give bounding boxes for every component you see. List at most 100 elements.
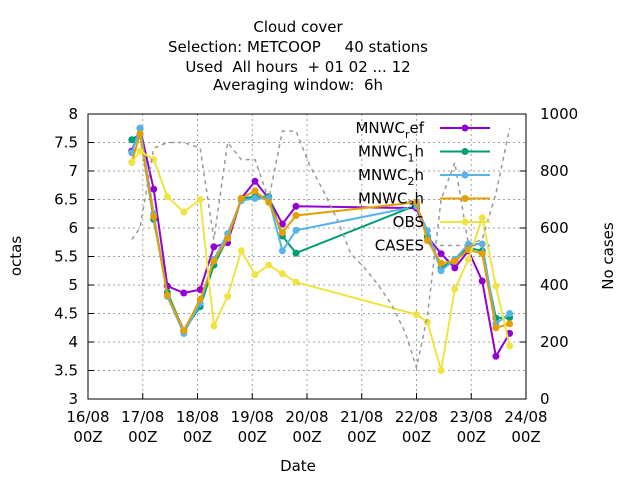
x-tick-label-hour: 00Z: [402, 428, 431, 446]
y-tick-label: 3: [68, 390, 78, 408]
x-tick-label-hour: 00Z: [511, 428, 540, 446]
axes: 3 3.5 4 4.5 5 5.5 6 6.5 7 7.5 8 0 200 400 600 800 1000 16…: [54, 105, 578, 446]
data-point-obs: [278, 270, 286, 278]
data-point-mnwc-2h: [136, 124, 144, 132]
title-line-3: Used All hours + 01 02 ... 12: [185, 58, 410, 76]
data-point-mnwc-ref: [292, 202, 300, 210]
y-tick-label: 5.5: [54, 248, 78, 266]
data-point-obs: [180, 208, 188, 216]
data-point-obs: [478, 214, 486, 222]
legend-marker-mnwc-2h: [461, 171, 469, 179]
data-point-mnwc-ref: [210, 243, 218, 251]
data-point-mnwc-ref: [278, 220, 286, 228]
legend-marker-mnwc-1h: [461, 148, 469, 155]
data-point-mnwc-2h: [292, 226, 300, 234]
data-point-mnwc-2h: [437, 267, 445, 275]
legend-marker-mnwc-3h: [461, 195, 469, 202]
x-tick-label-date: 18/08: [176, 408, 219, 426]
legend-marker-obs: [461, 218, 469, 226]
data-point-mnwc-2h: [478, 240, 486, 248]
data-point-obs: [465, 255, 472, 263]
x-tick-label-hour: 00Z: [238, 428, 267, 446]
legend-label-mnwc-1h: MNWC1h: [358, 143, 424, 165]
legend-label-cases: CASES: [375, 237, 424, 255]
y2-tick-label: 800: [540, 162, 569, 180]
x-axis-title: Date: [280, 457, 316, 475]
legend-marker-mnwc-ref: [461, 124, 469, 132]
data-point-obs: [413, 311, 420, 319]
data-point-obs: [224, 292, 232, 300]
x-tick-label-date: 20/08: [285, 408, 328, 426]
x-tick-label-date: 16/08: [66, 408, 109, 426]
data-point-mnwc-3h: [210, 257, 218, 265]
data-point-mnwc-3h: [196, 295, 204, 303]
x-tick-label-date: 21/08: [340, 408, 383, 426]
data-point-mnwc-2h: [251, 194, 259, 202]
data-point-obs: [196, 196, 204, 203]
data-point-mnwc-3h: [136, 130, 144, 138]
y-axis-title: octas: [7, 236, 25, 276]
data-point-mnwc-2h: [278, 247, 286, 255]
data-point-mnwc-1h: [128, 136, 136, 144]
series-layer: [128, 124, 514, 374]
y2-axis-title: No cases: [599, 222, 617, 290]
data-point-mnwc-3h: [437, 259, 445, 267]
data-point-obs: [210, 322, 218, 330]
data-point-obs: [437, 367, 445, 374]
data-point-obs: [451, 285, 459, 293]
data-point-mnwc-ref: [451, 264, 459, 272]
data-point-obs: [492, 282, 500, 290]
y-tick-label: 4.5: [54, 305, 78, 323]
data-point-mnwc-ref: [251, 177, 259, 185]
y2-tick-label: 1000: [540, 105, 578, 123]
x-tick-label-date: 24/08: [504, 408, 547, 426]
data-point-mnwc-3h: [278, 229, 286, 237]
y-tick-label: 7.5: [54, 134, 78, 152]
y-tick-label: 7: [68, 162, 78, 180]
data-point-obs: [506, 342, 514, 350]
data-point-obs: [163, 193, 171, 201]
title-line-1: Cloud cover: [253, 18, 343, 36]
data-point-obs: [237, 247, 245, 255]
y-tick-label: 8: [68, 105, 78, 123]
title-line-2: Selection: METCOOP 40 stations: [168, 38, 428, 56]
legend-label-mnwc-ref: MNWCref: [355, 119, 424, 141]
series-line-cases: [131, 128, 511, 371]
data-point-mnwc-1h: [292, 249, 300, 257]
data-point-mnwc-3h: [163, 291, 171, 299]
x-tick-label-date: 17/08: [121, 408, 164, 426]
x-tick-label-hour: 00Z: [183, 428, 212, 446]
y2-tick-label: 200: [540, 333, 569, 351]
data-point-obs: [423, 318, 431, 326]
data-point-mnwc-ref: [437, 250, 445, 258]
x-tick-label-date: 22/08: [395, 408, 438, 426]
x-tick-label-hour: 00Z: [128, 428, 157, 446]
data-point-obs: [128, 158, 136, 166]
x-tick-label-date: 23/08: [450, 408, 493, 426]
data-point-mnwc-3h: [237, 194, 245, 202]
title-line-4: Averaging window: 6h: [213, 76, 383, 94]
data-point-mnwc-ref: [150, 185, 158, 193]
chart-title: Cloud cover Selection: METCOOP 40 statio…: [168, 18, 428, 94]
data-point-obs: [265, 261, 273, 269]
y-tick-label: 3.5: [54, 362, 78, 380]
data-point-mnwc-ref: [492, 352, 500, 360]
data-point-mnwc-3h: [180, 327, 188, 335]
data-point-mnwc-3h: [506, 320, 514, 328]
data-point-mnwc-3h: [251, 187, 259, 195]
data-point-mnwc-2h: [506, 310, 514, 317]
x-tick-label-hour: 00Z: [347, 428, 376, 446]
data-point-mnwc-3h: [451, 257, 459, 265]
x-tick-label-hour: 00Z: [292, 428, 321, 446]
y2-tick-label: 0: [540, 390, 550, 408]
data-point-mnwc-3h: [292, 212, 300, 219]
data-point-mnwc-ref: [180, 289, 188, 297]
data-point-obs: [292, 278, 300, 286]
legend-label-obs: OBS: [393, 213, 424, 231]
data-point-mnwc-3h: [423, 237, 431, 244]
y-tick-label: 6: [68, 219, 78, 237]
legend-label-mnwc-3h: MNWC3h: [358, 190, 424, 212]
x-tick-label-hour: 00Z: [457, 428, 486, 446]
